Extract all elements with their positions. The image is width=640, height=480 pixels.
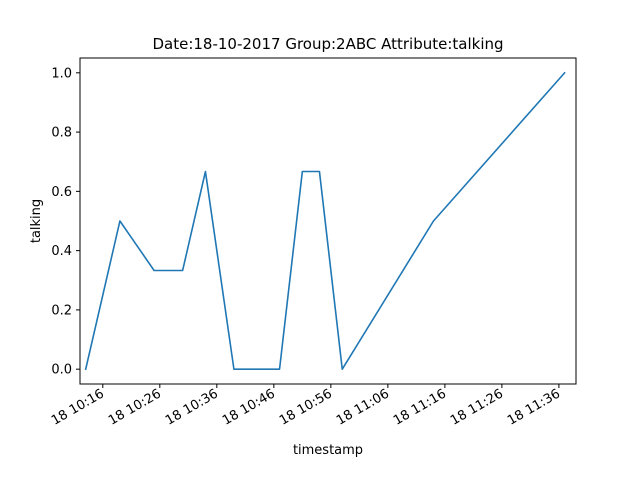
- data-point: [279, 368, 281, 370]
- chart-title: Date:18-10-2017 Group:2ABC Attribute:tal…: [152, 35, 503, 53]
- y-tick-label: 1.0: [51, 66, 72, 81]
- data-point: [302, 171, 304, 173]
- axes-frame: [79, 57, 577, 385]
- data-point: [182, 270, 184, 272]
- data-point: [319, 171, 321, 173]
- data-point: [433, 220, 435, 222]
- data-point: [119, 220, 121, 222]
- y-axis-label: talking: [29, 199, 44, 243]
- y-axis: 0.0 0.2 0.4 0.6 0.8 1.0: [51, 66, 80, 378]
- data-point: [564, 72, 566, 74]
- data-point: [233, 368, 235, 370]
- y-tick-label: 0.8: [51, 126, 72, 141]
- data-point: [341, 368, 343, 370]
- data-point: [85, 368, 87, 370]
- y-tick-label: 0.6: [51, 185, 72, 200]
- y-tick-label: 0.4: [51, 244, 72, 259]
- data-point: [153, 270, 155, 272]
- data-point: [205, 171, 207, 173]
- y-tick-label: 0.0: [51, 363, 72, 378]
- x-axis-label: timestamp: [293, 443, 363, 458]
- y-tick-label: 0.2: [51, 303, 72, 318]
- series-layer: [84, 71, 566, 371]
- series-line: [84, 71, 566, 371]
